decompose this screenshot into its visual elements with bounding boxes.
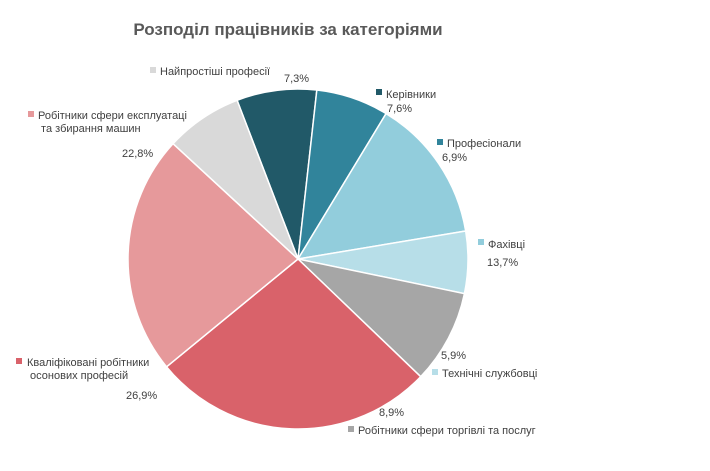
category-label: Фахівці (488, 239, 525, 251)
value-label: 26,9% (126, 390, 157, 402)
value-label: 8,9% (379, 407, 404, 419)
pie-slice (296, 112, 467, 261)
value-label: 13,7% (487, 257, 518, 269)
legend-swatch (478, 239, 484, 245)
value-label: 6,9% (442, 152, 467, 164)
value-label: 7,6% (387, 103, 412, 115)
legend-swatch (348, 426, 354, 432)
value-label: 5,9% (441, 350, 466, 362)
value-label: 22,8% (122, 148, 153, 160)
legend-swatch (376, 89, 382, 95)
chart-title: Розподіл працівників за категоріями (133, 20, 442, 39)
category-label: Професіонали (447, 138, 521, 150)
legend-swatch (28, 111, 34, 117)
pie-slice (127, 142, 300, 368)
pie-slice (165, 257, 422, 430)
pie-slice (295, 257, 466, 378)
pie-labels: Керівники 7,6% Професіонали 6,9% Фахівці 13,7… (16, 66, 537, 437)
category-label: Кваліфіковані робітники осонових професі… (27, 357, 149, 382)
category-label: Найпростіші професії (160, 66, 270, 78)
category-label: Технічні службовці (442, 368, 537, 380)
value-label: 7,3% (284, 73, 309, 85)
category-label: Робітники сфери експлуатаці та збирання … (38, 110, 187, 135)
pie-slices (127, 88, 469, 430)
legend-swatch (432, 369, 438, 375)
legend-swatch (16, 358, 22, 364)
legend-swatch (150, 67, 156, 73)
pie-slice (172, 99, 299, 260)
category-label: Робітники сфери торгівлі та послуг (358, 425, 536, 437)
category-label: Керівники (386, 89, 436, 101)
legend-swatch (437, 139, 443, 145)
